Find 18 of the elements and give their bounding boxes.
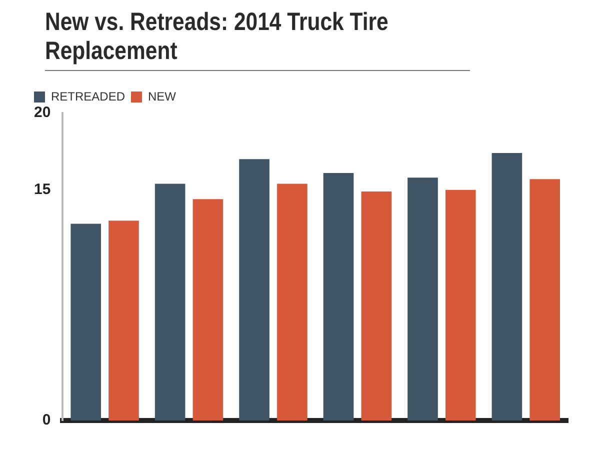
y-tick-label: 0: [42, 412, 51, 429]
legend-label: NEW: [148, 89, 177, 104]
bar: [323, 172, 354, 421]
bar: [408, 178, 438, 421]
bar: [108, 220, 139, 421]
y-tick-label: 15: [34, 181, 51, 198]
bar: [70, 224, 102, 421]
chart-title: New vs. Retreads: 2014 Truck Tire Replacement: [45, 8, 470, 71]
bar: [239, 159, 270, 421]
y-tick-label: 20: [34, 104, 51, 122]
bar: [154, 184, 186, 421]
bar: [361, 191, 392, 421]
bar: [445, 190, 476, 421]
legend-label: RETREADED: [51, 89, 126, 104]
bar: [277, 184, 308, 421]
bar: [192, 199, 224, 421]
bar: [492, 152, 522, 421]
bar: [530, 179, 560, 421]
